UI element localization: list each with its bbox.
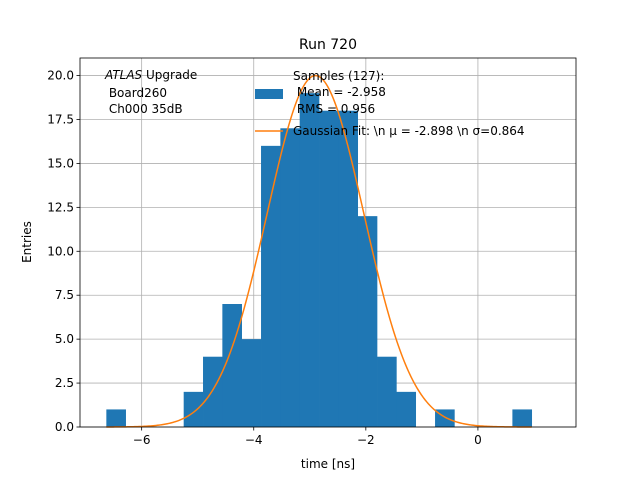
y-tick-label: 15.0: [47, 156, 74, 170]
x-axis-label: time [ns]: [301, 457, 355, 471]
histogram-bar: [512, 409, 533, 427]
histogram-bar: [261, 145, 281, 427]
histogram-bar: [241, 339, 262, 427]
histogram-bar: [319, 110, 339, 427]
x-tick-label: −6: [133, 433, 151, 447]
x-axis-ticks: −6 −4 −2 0: [133, 427, 482, 447]
y-tick-label: 5.0: [55, 332, 74, 346]
histogram-bar: [377, 356, 397, 427]
y-tick-label: 20.0: [47, 69, 74, 83]
y-axis-label: Entries: [20, 221, 34, 263]
annotation-atlas: ATLAS: [104, 68, 143, 82]
histogram-bar: [396, 391, 417, 427]
legend-histogram-line-3: RMS = 0.956: [293, 102, 375, 116]
x-tick-label: 0: [474, 433, 482, 447]
gaussian-fit-line: [106, 74, 532, 428]
legend: Samples (127): Mean = -2.958 RMS = 0.956…: [255, 69, 525, 138]
histogram-bar: [338, 110, 359, 427]
histogram-bar: [280, 128, 300, 428]
x-tick-label: −2: [357, 433, 375, 447]
plot-frame: [79, 57, 577, 428]
y-axis-ticks: 0.0 2.5 5.0 7.5 10.0 12.5 15.0 17.5 20.0: [47, 69, 80, 434]
legend-fit-label: Gaussian Fit: \n μ = -2.898 \n σ=0.864: [293, 124, 525, 138]
annotation-line-1: ATLAS Upgrade: [104, 68, 197, 82]
y-tick-label: 10.0: [47, 244, 74, 258]
legend-histogram-line-2: Mean = -2.958: [293, 85, 386, 99]
histogram-bar: [357, 216, 378, 427]
y-tick-label: 7.5: [55, 288, 74, 302]
x-tick-label: −4: [245, 433, 263, 447]
y-tick-label: 12.5: [47, 200, 74, 214]
histogram-bar: [106, 409, 126, 427]
y-tick-label: 0.0: [55, 420, 74, 434]
chart-title: Run 720: [299, 37, 357, 53]
y-tick-label: 17.5: [47, 113, 74, 127]
histogram-bar: [183, 391, 204, 427]
annotation-line-2: Board260: [105, 86, 167, 100]
y-tick-label: 2.5: [55, 376, 74, 390]
annotation-upgrade: Upgrade: [142, 68, 197, 82]
atlas-annotation: ATLAS Upgrade Board260 Ch000 35dB: [104, 68, 197, 116]
legend-histogram-line-1: Samples (127):: [293, 69, 384, 83]
histogram-bar: [299, 93, 320, 428]
annotation-line-3: Ch000 35dB: [105, 102, 183, 116]
histogram-bar: [203, 356, 223, 427]
legend-histogram-swatch: [255, 89, 283, 99]
